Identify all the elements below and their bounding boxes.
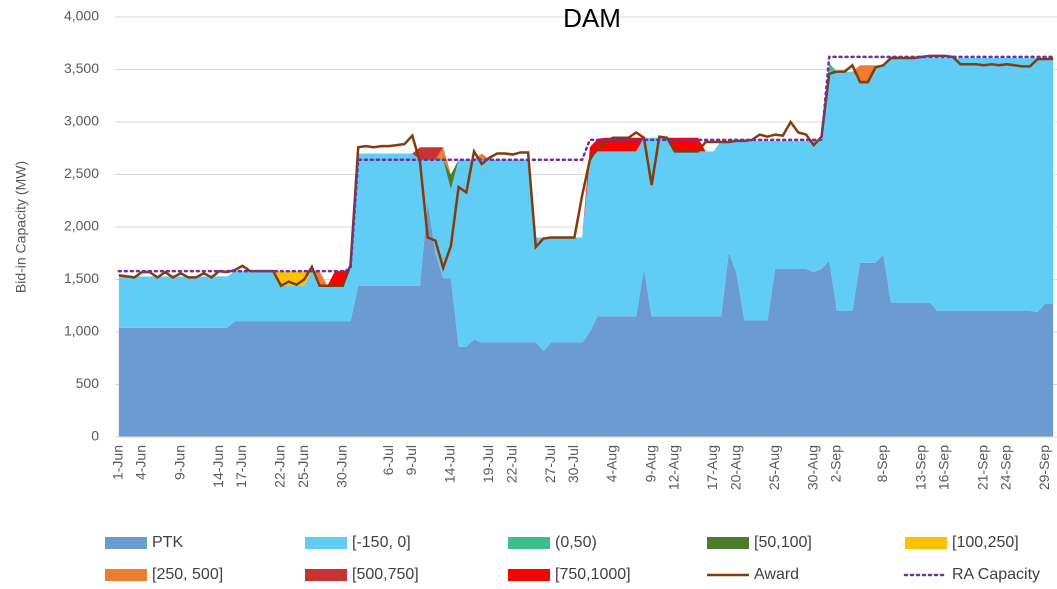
x-tick-label: 25-Jun: [295, 445, 311, 488]
x-tick-label: 12-Aug: [665, 445, 681, 490]
x-tick-label: 9-Jul: [403, 445, 419, 475]
x-tick-label: 30-Aug: [804, 445, 820, 490]
y-tick-label: 4,000: [64, 8, 99, 24]
x-tick-label: 9-Aug: [642, 445, 658, 482]
line: [118, 54, 1054, 288]
y-axis-title: Bid-in Capacity (MW): [13, 161, 29, 293]
legend-swatch: [105, 569, 147, 581]
dotted-line: [117, 55, 1055, 273]
legend-swatch: [508, 537, 550, 549]
y-tick-label: 3,000: [64, 113, 99, 129]
legend-label: [-150, 0]: [352, 534, 411, 551]
legend-label: [750,1000]: [555, 566, 631, 583]
x-tick-label: 22-Jul: [503, 445, 519, 483]
legend-label: [250, 500]: [152, 566, 223, 583]
x-tick-label: 17-Aug: [704, 445, 720, 490]
x-tick-label: 2-Sep: [828, 445, 844, 483]
legend-swatch: [305, 537, 347, 549]
x-tick-label: 1-Jun: [110, 445, 126, 480]
area: [118, 57, 1054, 351]
legend-swatch: [508, 569, 550, 581]
chart-title: DAM: [563, 3, 621, 33]
area: [118, 201, 1054, 437]
plot-area: [118, 57, 1054, 437]
y-tick-label: 1,500: [64, 270, 99, 286]
x-tick-label: 6-Jul: [380, 445, 396, 475]
x-tick-label: 22-Jun: [272, 445, 288, 488]
legend: PTK [-150, 0] (0,50) [50,100] [100,250] [250,…: [105, 534, 1040, 583]
legend-swatch: [707, 537, 749, 549]
y-tick-label: 1,000: [64, 323, 99, 339]
x-tick-label: 27-Jul: [542, 445, 558, 483]
y-tick-label: 500: [76, 375, 100, 391]
legend-label: (0,50): [555, 534, 597, 551]
legend-label: [50,100]: [754, 534, 812, 551]
y-tick-label: 2,500: [64, 165, 99, 181]
legend-label: PTK: [152, 534, 183, 551]
lines: [117, 54, 1055, 288]
x-tick-label: 30-Jun: [333, 445, 349, 488]
y-tick-label: 3,500: [64, 60, 99, 76]
x-tick-label: 21-Sep: [974, 445, 990, 490]
x-tick-label: 20-Aug: [727, 445, 743, 490]
x-tick-label: 17-Jun: [233, 445, 249, 488]
x-tick-label: 4-Aug: [604, 445, 620, 482]
x-tick-label: 9-Jun: [171, 445, 187, 480]
axes: 0 500 1,000 1,500 2,000 2,500 3,000 3,500 4,000 1…: [64, 8, 1057, 490]
legend-label: RA Capacity: [952, 566, 1040, 583]
x-tick-label: 29-Sep: [1036, 445, 1052, 490]
y-tick-label: 2,000: [64, 218, 99, 234]
legend-swatch: [905, 537, 947, 549]
legend-label: Award: [754, 566, 799, 583]
x-tick-label: 13-Sep: [913, 445, 929, 490]
legend-label: [500,750]: [352, 566, 419, 583]
legend-swatch: [105, 537, 147, 549]
legend-swatch: [305, 569, 347, 581]
x-tick-label: 16-Sep: [936, 445, 952, 490]
legend-label: [100,250]: [952, 534, 1019, 551]
x-tick-label: 4-Jun: [133, 445, 149, 480]
x-tick-label: 30-Jul: [565, 445, 581, 483]
x-tick-label: 19-Jul: [480, 445, 496, 483]
x-tick-label: 14-Jun: [210, 445, 226, 488]
x-tick-label: 14-Jul: [442, 445, 458, 483]
x-tick-label: 24-Sep: [998, 445, 1014, 490]
x-tick-label: 8-Sep: [874, 445, 890, 483]
y-tick-label: 0: [91, 428, 99, 444]
x-tick-label: 25-Aug: [766, 445, 782, 490]
